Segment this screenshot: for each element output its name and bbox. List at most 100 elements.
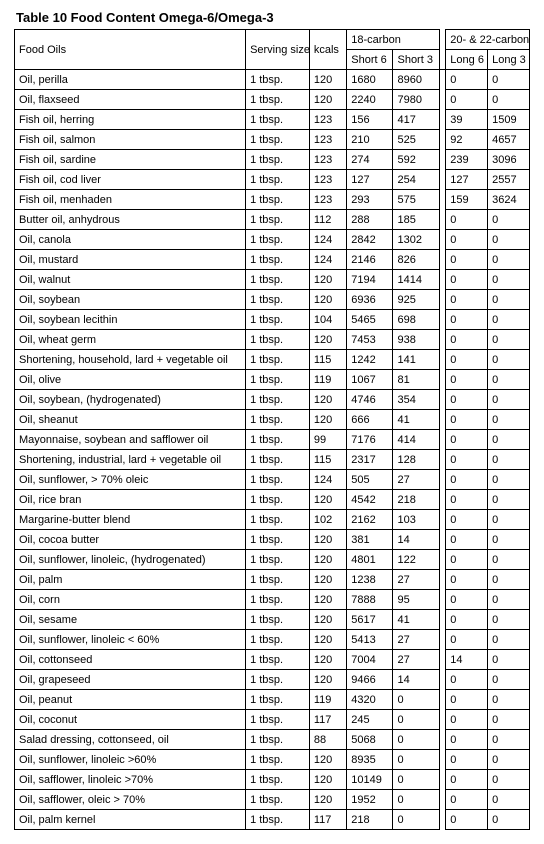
gap: [439, 90, 446, 110]
table-title: Table 10 Food Content Omega-6/Omega-3: [16, 10, 530, 25]
cell-serving: 1 tbsp.: [246, 770, 310, 790]
cell-serving: 1 tbsp.: [246, 110, 310, 130]
cell-kcals: 124: [309, 470, 346, 490]
table-row: Fish oil, salmon1 tbsp.123210525924657: [15, 130, 530, 150]
table-row: Oil, safflower, oleic > 70%1 tbsp.120195…: [15, 790, 530, 810]
cell-short6: 156: [347, 110, 393, 130]
cell-long6: 0: [446, 290, 488, 310]
table-row: Fish oil, herring1 tbsp.123156417391509: [15, 110, 530, 130]
table-row: Mayonnaise, soybean and safflower oil1 t…: [15, 430, 530, 450]
cell-short3: 254: [393, 170, 439, 190]
cell-long6: 0: [446, 310, 488, 330]
cell-long6: 0: [446, 330, 488, 350]
cell-short6: 2162: [347, 510, 393, 530]
table-row: Oil, sunflower, linoleic >60%1 tbsp.1208…: [15, 750, 530, 770]
cell-short6: 288: [347, 210, 393, 230]
cell-kcals: 120: [309, 330, 346, 350]
cell-serving: 1 tbsp.: [246, 70, 310, 90]
cell-short6: 4746: [347, 390, 393, 410]
cell-kcals: 120: [309, 770, 346, 790]
cell-long6: 127: [446, 170, 488, 190]
cell-food: Oil, sheanut: [15, 410, 246, 430]
omega-table: Food Oils Serving size kcals 18-carbon 2…: [14, 29, 530, 830]
cell-short6: 293: [347, 190, 393, 210]
cell-long6: 0: [446, 690, 488, 710]
cell-long3: 0: [488, 650, 530, 670]
cell-long6: 0: [446, 210, 488, 230]
cell-long3: 0: [488, 770, 530, 790]
cell-serving: 1 tbsp.: [246, 710, 310, 730]
cell-short6: 7888: [347, 590, 393, 610]
table-row: Salad dressing, cottonseed, oil1 tbsp.88…: [15, 730, 530, 750]
cell-long6: 0: [446, 550, 488, 570]
cell-food: Oil, peanut: [15, 690, 246, 710]
cell-short3: 103: [393, 510, 439, 530]
cell-long3: 0: [488, 470, 530, 490]
cell-kcals: 112: [309, 210, 346, 230]
cell-short3: 95: [393, 590, 439, 610]
gap: [439, 530, 446, 550]
cell-food: Oil, palm kernel: [15, 810, 246, 830]
cell-long6: 0: [446, 370, 488, 390]
table-row: Oil, palm1 tbsp.12012382700: [15, 570, 530, 590]
cell-food: Oil, cocoa butter: [15, 530, 246, 550]
cell-short6: 2842: [347, 230, 393, 250]
cell-long6: 0: [446, 590, 488, 610]
cell-short3: 938: [393, 330, 439, 350]
cell-kcals: 88: [309, 730, 346, 750]
table-row: Oil, soybean, (hydrogenated)1 tbsp.12047…: [15, 390, 530, 410]
cell-short3: 41: [393, 610, 439, 630]
col-food: Food Oils: [15, 30, 246, 70]
cell-serving: 1 tbsp.: [246, 470, 310, 490]
cell-short3: 128: [393, 450, 439, 470]
table-row: Oil, flaxseed1 tbsp.1202240798000: [15, 90, 530, 110]
cell-long6: 0: [446, 450, 488, 470]
gap: [439, 590, 446, 610]
cell-kcals: 120: [309, 630, 346, 650]
table-row: Oil, olive1 tbsp.11910678100: [15, 370, 530, 390]
cell-kcals: 115: [309, 450, 346, 470]
cell-serving: 1 tbsp.: [246, 150, 310, 170]
cell-kcals: 99: [309, 430, 346, 450]
cell-long6: 239: [446, 150, 488, 170]
cell-long3: 0: [488, 790, 530, 810]
gap: [439, 750, 446, 770]
table-head: Food Oils Serving size kcals 18-carbon 2…: [15, 30, 530, 70]
cell-serving: 1 tbsp.: [246, 550, 310, 570]
cell-short3: 185: [393, 210, 439, 230]
table-row: Fish oil, cod liver1 tbsp.12312725412725…: [15, 170, 530, 190]
cell-serving: 1 tbsp.: [246, 90, 310, 110]
gap: [439, 250, 446, 270]
cell-short3: 1414: [393, 270, 439, 290]
cell-long6: 0: [446, 730, 488, 750]
cell-long6: 0: [446, 250, 488, 270]
table-row: Oil, sunflower, > 70% oleic1 tbsp.124505…: [15, 470, 530, 490]
cell-short6: 6936: [347, 290, 393, 310]
cell-short6: 1238: [347, 570, 393, 590]
gap: [439, 610, 446, 630]
gap: [439, 510, 446, 530]
gap: [439, 230, 446, 250]
cell-short6: 4542: [347, 490, 393, 510]
cell-serving: 1 tbsp.: [246, 410, 310, 430]
cell-kcals: 123: [309, 170, 346, 190]
cell-long3: 0: [488, 70, 530, 90]
cell-kcals: 120: [309, 670, 346, 690]
cell-long3: 0: [488, 210, 530, 230]
cell-short3: 14: [393, 670, 439, 690]
cell-long3: 0: [488, 690, 530, 710]
cell-food: Mayonnaise, soybean and safflower oil: [15, 430, 246, 450]
gap: [439, 730, 446, 750]
gap: [439, 370, 446, 390]
cell-short6: 1242: [347, 350, 393, 370]
cell-long3: 0: [488, 430, 530, 450]
cell-food: Fish oil, salmon: [15, 130, 246, 150]
cell-long3: 0: [488, 490, 530, 510]
cell-long6: 0: [446, 530, 488, 550]
cell-short6: 2146: [347, 250, 393, 270]
cell-short3: 0: [393, 690, 439, 710]
cell-serving: 1 tbsp.: [246, 650, 310, 670]
gap: [439, 310, 446, 330]
cell-food: Oil, grapeseed: [15, 670, 246, 690]
cell-kcals: 124: [309, 230, 346, 250]
